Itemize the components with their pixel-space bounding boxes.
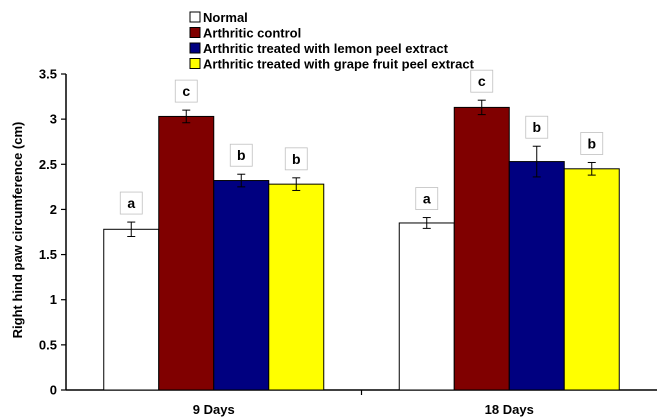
y-tick-label: 2.5 xyxy=(39,157,57,172)
significance-box xyxy=(525,115,549,139)
y-tick-label: 2 xyxy=(50,202,57,217)
plot-area: 0 0.5 1 1.5 2 2.5 3 3.5 a c b b 9 Days a c b b 18 Days xyxy=(39,67,657,417)
bar xyxy=(103,228,160,391)
bar xyxy=(453,106,510,391)
significance-box xyxy=(470,69,494,93)
significance-box xyxy=(580,132,604,155)
bar xyxy=(213,180,270,391)
significance-label: a xyxy=(423,191,431,207)
bar xyxy=(268,183,325,391)
legend-swatch xyxy=(189,11,201,23)
legend-swatch xyxy=(189,42,201,54)
significance-box xyxy=(229,143,253,167)
legend-swatch xyxy=(189,58,201,69)
legend-entry: Arthritic treated with grape fruit peel … xyxy=(203,57,475,72)
y-tick-label: 1 xyxy=(50,292,57,307)
significance-box xyxy=(284,147,308,171)
category-label: 9 Days xyxy=(193,402,235,417)
significance-label: b xyxy=(532,119,541,135)
significance-label: c xyxy=(478,73,486,89)
bar xyxy=(508,161,565,391)
y-tick-label: 3 xyxy=(50,112,57,127)
significance-label: a xyxy=(127,195,135,211)
significance-label: c xyxy=(182,83,190,99)
legend-entry: Normal xyxy=(203,10,248,25)
bar xyxy=(563,168,620,391)
y-tick-label: 3.5 xyxy=(39,67,57,82)
category-label: 18 Days xyxy=(485,402,534,417)
legend-entry: Arthritic control xyxy=(203,26,301,41)
significance-box xyxy=(174,79,198,103)
legend-entry: Arthritic treated with lemon peel extrac… xyxy=(203,41,449,56)
bar xyxy=(158,115,215,391)
significance-label: b xyxy=(587,135,596,151)
y-tick-label: 0 xyxy=(50,383,57,398)
significance-label: b xyxy=(237,147,246,163)
y-axis-label: Right hind paw circumference (cm) xyxy=(10,122,25,339)
bar xyxy=(398,222,455,391)
y-tick-label: 0.5 xyxy=(39,337,57,352)
y-tick-label: 1.5 xyxy=(39,247,57,262)
significance-box xyxy=(119,191,143,215)
significance-box xyxy=(415,187,439,210)
significance-label: b xyxy=(292,151,301,167)
legend-swatch xyxy=(189,27,201,38)
